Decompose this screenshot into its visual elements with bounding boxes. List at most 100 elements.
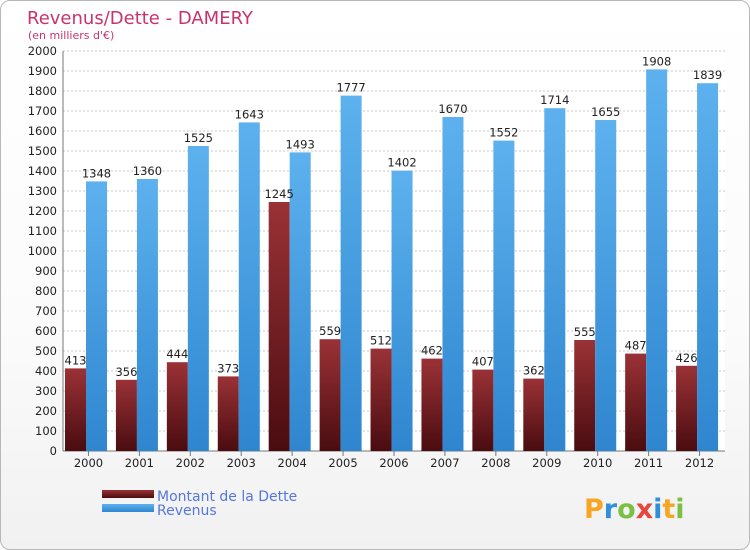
legend-swatch (102, 504, 154, 512)
bar-revenus (238, 122, 260, 452)
data-label-revenus: 1670 (438, 102, 467, 116)
y-tick-label: 1600 (28, 124, 57, 138)
proxiti-logo: Proxiti (584, 494, 685, 525)
x-axis-ticks: 2000 2001 2002 2003 2004 2005 2006 2007 2008 2009… (74, 451, 714, 470)
y-tick-label: 700 (35, 304, 57, 318)
bar-revenus (595, 120, 617, 451)
x-tick-label: 2012 (685, 456, 714, 470)
x-tick-label: 2007 (430, 456, 459, 470)
data-label-dette: 444 (166, 347, 188, 361)
y-axis-ticks: 0 100 200 300 400 500 600 700 800 900 1000 1100 1200… (28, 44, 57, 458)
data-label-dette: 462 (421, 344, 443, 358)
y-tick-label: 1000 (28, 244, 57, 258)
y-tick-label: 300 (35, 384, 57, 398)
bar-dette (268, 202, 290, 451)
x-tick-label: 2000 (74, 456, 103, 470)
legend-label: Revenus (157, 503, 217, 519)
data-label-dette: 413 (65, 353, 87, 367)
y-tick-label: 100 (35, 424, 57, 438)
data-label-revenus: 1714 (540, 93, 569, 107)
logo-letter: P (584, 494, 604, 525)
data-label-dette: 426 (676, 351, 698, 365)
x-tick-label: 2008 (481, 456, 510, 470)
data-label-revenus: 1402 (387, 156, 416, 170)
y-tick-label: 200 (35, 404, 57, 418)
x-tick-label: 2004 (278, 456, 307, 470)
bar-revenus (493, 140, 515, 451)
bar-dette (370, 348, 392, 451)
y-tick-label: 1300 (28, 184, 57, 198)
legend-label: Montant de la Dette (157, 489, 297, 505)
y-tick-label: 1500 (28, 144, 57, 158)
data-labels: 413 1348 356 1360 444 1525 373 1643 1245 1493 559 1… (65, 54, 723, 378)
logo-letter: x (636, 494, 653, 525)
data-label-dette: 362 (523, 364, 545, 378)
y-tick-label: 900 (35, 264, 57, 278)
y-tick-label: 1400 (28, 164, 57, 178)
y-tick-label: 0 (50, 444, 57, 458)
bars (65, 69, 719, 452)
bar-revenus (340, 95, 362, 451)
logo-letter: o (617, 494, 636, 525)
bar-dette (421, 358, 443, 451)
bar-revenus (442, 117, 464, 451)
bar-dette (319, 339, 341, 451)
y-tick-label: 1800 (28, 84, 57, 98)
x-tick-label: 2001 (125, 456, 154, 470)
x-tick-label: 2005 (328, 456, 357, 470)
data-label-revenus: 1493 (286, 137, 315, 151)
data-label-dette: 487 (625, 339, 647, 353)
data-label-dette: 356 (115, 365, 137, 379)
legend-swatch (102, 490, 154, 498)
logo-letter: t (662, 494, 675, 525)
data-label-revenus: 1655 (591, 105, 620, 119)
data-label-dette: 373 (217, 361, 239, 375)
bar-revenus (391, 170, 413, 451)
y-tick-label: 1900 (28, 64, 57, 78)
bar-dette (115, 379, 137, 451)
bar-dette (217, 376, 239, 451)
bar-dette (676, 365, 698, 451)
bar-dette (523, 378, 545, 451)
bar-dette (166, 362, 188, 451)
data-label-revenus: 1839 (693, 68, 722, 82)
data-label-dette: 407 (472, 355, 494, 369)
y-tick-label: 2000 (28, 44, 57, 58)
logo-letter: i (675, 494, 684, 525)
data-label-revenus: 1643 (235, 107, 264, 121)
chart-subtitle: (en milliers d'€) (28, 29, 114, 42)
x-tick-label: 2011 (634, 456, 663, 470)
x-tick-label: 2006 (379, 456, 408, 470)
bar-dette (625, 353, 647, 451)
data-label-revenus: 1777 (336, 81, 365, 95)
bar-revenus (86, 181, 107, 451)
data-label-revenus: 1348 (82, 166, 111, 180)
data-label-revenus: 1908 (642, 54, 671, 68)
bar-revenus (136, 179, 158, 451)
x-tick-label: 2009 (532, 456, 561, 470)
y-tick-label: 600 (35, 324, 57, 338)
x-tick-label: 2010 (583, 456, 612, 470)
y-tick-label: 500 (35, 344, 57, 358)
bar-dette (574, 340, 596, 451)
data-label-revenus: 1525 (184, 131, 213, 145)
bar-revenus (187, 146, 209, 451)
logo-letter: r (604, 494, 618, 525)
data-label-dette: 555 (574, 325, 596, 339)
y-tick-label: 1700 (28, 104, 57, 118)
x-tick-label: 2002 (176, 456, 205, 470)
chart-title: Revenus/Dette - DAMERY (27, 8, 254, 29)
bar-revenus (544, 108, 566, 451)
y-tick-label: 400 (35, 364, 57, 378)
data-label-revenus: 1360 (133, 164, 162, 178)
bar-revenus (697, 83, 719, 451)
bar-revenus (289, 152, 311, 451)
bar-dette (65, 368, 86, 451)
data-label-dette: 1245 (265, 187, 294, 201)
logo-letter: i (653, 494, 662, 525)
bar-dette (472, 369, 494, 451)
data-label-dette: 559 (319, 324, 341, 338)
